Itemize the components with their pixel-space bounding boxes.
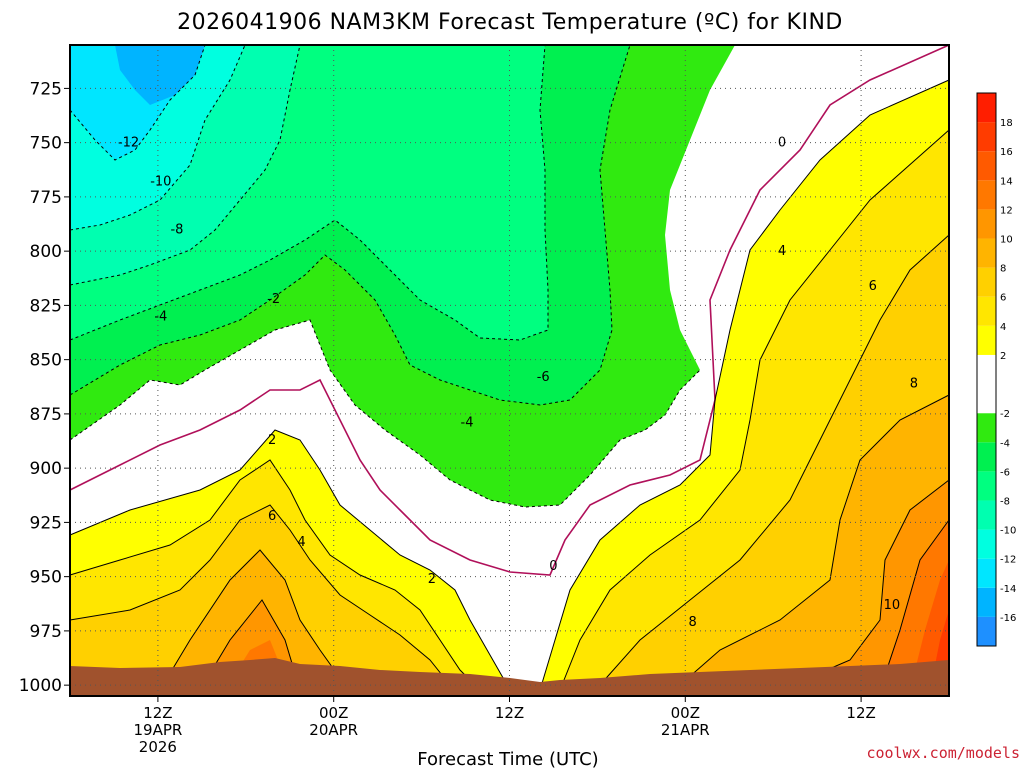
y-tick-label: 750 [30, 134, 62, 154]
colorbar-swatch [977, 180, 996, 210]
freezing-line [69, 44, 950, 576]
colorbar-tick-label: 10 [1000, 235, 1013, 246]
colorbar-tick-label: 16 [1000, 147, 1013, 158]
contour-label: -4 [461, 416, 474, 431]
contour-label: -10 [150, 175, 171, 190]
colorbar-swatch [977, 325, 996, 355]
colorbar-tick-label: -8 [1000, 496, 1010, 507]
y-tick-label: 875 [30, 405, 62, 425]
contour-label: 10 [884, 598, 901, 613]
x-tick-label: 00Z [671, 704, 700, 722]
colorbar-tick-label: -12 [1000, 555, 1016, 566]
colorbar-tick-label: 6 [1000, 293, 1006, 304]
contour-label: 8 [688, 615, 696, 630]
y-tick-label: 825 [30, 296, 62, 316]
colorbar-tick-label: -14 [1000, 584, 1016, 595]
colorbar-frame [976, 92, 997, 647]
x-tick-label: 00Z [319, 704, 348, 722]
contour-label: 0 [778, 136, 786, 151]
colorbar-swatch [977, 238, 996, 268]
contour-label: -8 [170, 222, 183, 237]
contour-label: -4 [154, 309, 167, 324]
y-axis: 725 750 775 800 825 850 875 900 925 950 975 1000 [19, 79, 70, 696]
colorbar-tick-label: 18 [1000, 118, 1013, 129]
contour-label: 4 [778, 244, 786, 259]
chart-title: 2026041906 NAM3KM Forecast Temperature (… [177, 10, 843, 35]
colorbar-swatch [977, 413, 996, 443]
contour-label: -12 [118, 136, 139, 151]
blue-layer-minus-16 [115, 45, 205, 105]
colorbar-swatch [977, 267, 996, 297]
colorbar-tick-label: 8 [1000, 264, 1006, 275]
y-tick-label: 1000 [19, 676, 62, 696]
x-axis-label: Forecast Time (UTC) [417, 749, 598, 768]
colorbar-swatch [977, 209, 996, 239]
colorbar-swatch [977, 558, 996, 588]
contour-label: 2 [268, 433, 276, 448]
colorbar-tick-label: -4 [1000, 438, 1010, 449]
x-tick-label: 19APR [133, 721, 182, 739]
y-tick-label: 725 [30, 79, 62, 99]
colorbar-swatch [977, 93, 996, 123]
colorbar-tick-label: -10 [1000, 526, 1016, 537]
contour-label: 0 [549, 559, 557, 574]
y-tick-label: 775 [30, 188, 62, 208]
x-tick-label: 20APR [309, 721, 358, 739]
contour-label: 4 [297, 535, 305, 550]
contour-label: 8 [910, 377, 918, 392]
colorbar-swatch [977, 471, 996, 501]
colorbar-swatch [977, 587, 996, 617]
colorbar-tick-label: -16 [1000, 613, 1016, 624]
y-tick-label: 800 [30, 242, 62, 262]
x-tick-label: 12Z [495, 704, 524, 722]
negative-isotherms [69, 44, 701, 508]
colorbar-swatch [977, 500, 996, 530]
y-tick-label: 950 [30, 568, 62, 588]
colorbar-tick-label: -2 [1000, 409, 1010, 420]
colorbar-swatch [977, 296, 996, 326]
y-tick-label: 900 [30, 459, 62, 479]
plot-area: -12 -10 -8 -4 -2 2 6 4 2 -4 -6 0 8 0 4 6 8 10 [69, 44, 950, 697]
contour-labels: -12 -10 -8 -4 -2 2 6 4 2 -4 -6 0 8 0 4 6 8 10 [118, 136, 918, 631]
colorbar-tick-label: -6 [1000, 467, 1010, 478]
colorbar-tick-label: 2 [1000, 351, 1006, 362]
colorbar-swatch [977, 442, 996, 472]
ground-surface [70, 658, 949, 696]
contour-label: -2 [267, 292, 280, 307]
contour-label: 6 [268, 509, 276, 524]
colorbar-swatch [977, 151, 996, 181]
x-tick-label: 12Z [143, 704, 172, 722]
watermark: coolwx.com/models [866, 744, 1020, 762]
colorbar-swatch [977, 529, 996, 559]
x-tick-label: 2026 [139, 738, 177, 756]
y-tick-label: 850 [30, 351, 62, 371]
x-tick-label: 12Z [846, 704, 875, 722]
colorbar: 18 16 14 12 10 8 6 4 2 -2 -4 -6 -8 -10 -12 -14 -16 [976, 92, 1016, 647]
contour-label: -6 [537, 370, 550, 385]
colorbar-tick-label: 14 [1000, 176, 1013, 187]
y-tick-label: 925 [30, 513, 62, 533]
colorbar-tick-label: 4 [1000, 322, 1006, 333]
colorbar-swatch [977, 354, 996, 414]
x-tick-label: 21APR [661, 721, 710, 739]
contour-label: 6 [869, 279, 877, 294]
y-tick-label: 975 [30, 622, 62, 642]
grid-lines [70, 45, 949, 696]
colorbar-swatch [977, 122, 996, 152]
colorbar-swatch [977, 616, 996, 646]
colorbar-tick-label: 12 [1000, 205, 1013, 216]
warm-layer-plus-6 [70, 235, 949, 696]
contour-label: 2 [428, 572, 436, 587]
positive-isotherms [69, 79, 950, 691]
